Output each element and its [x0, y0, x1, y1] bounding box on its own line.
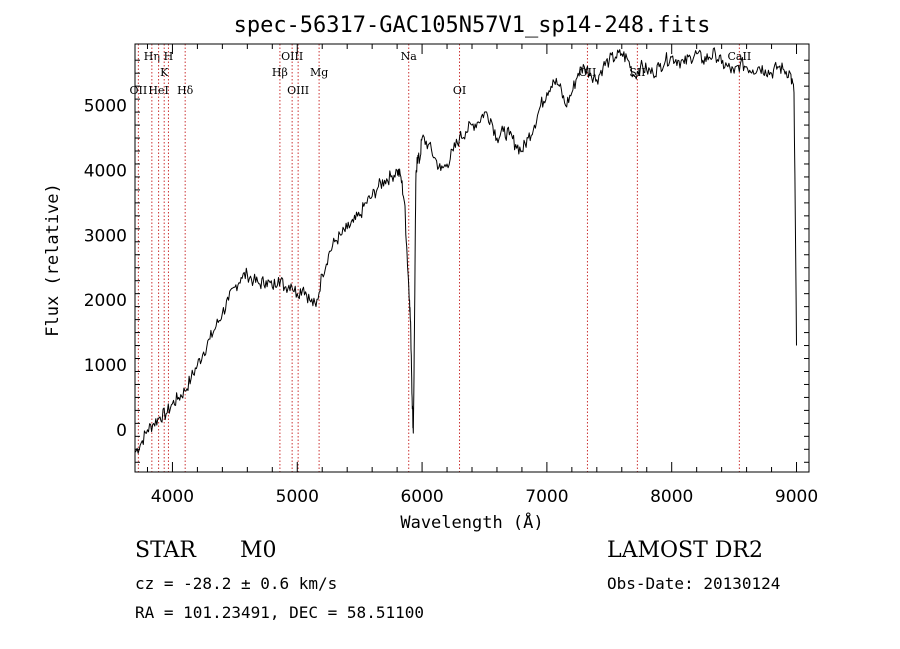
- object-subclass: M0: [240, 538, 277, 563]
- line-label-11: OI: [453, 84, 466, 97]
- line-label-4: H: [164, 50, 174, 63]
- plot-frame: [134, 43, 810, 473]
- line-label-0: OII: [130, 84, 148, 97]
- y-tick-label-0: 0: [116, 421, 127, 441]
- y-tick-label-4000: 4000: [84, 161, 127, 181]
- x-axis-label: Wavelength (Å): [400, 511, 543, 533]
- spectrum-plot: [134, 47, 797, 454]
- line-label-14: CaII: [728, 50, 752, 63]
- axis-ticks: 4000 5000 6000 7000 8000 9000 0 1000 2000 3000 400…: [84, 44, 818, 507]
- x-tick-label-4000: 4000: [151, 487, 194, 507]
- x-tick-label-5000: 5000: [276, 487, 319, 507]
- line-label-6: Hβ: [272, 66, 288, 79]
- y-tick-label-2000: 2000: [84, 291, 127, 311]
- line-label-1: Hη: [144, 50, 160, 63]
- chart-title: spec-56317-GAC105N57V1_sp14-248.fits: [234, 13, 711, 38]
- x-tick-label-7000: 7000: [525, 487, 568, 507]
- coordinates: RA = 101.23491, DEC = 58.51100: [135, 603, 424, 622]
- x-tick-label-6000: 6000: [400, 487, 443, 507]
- line-label-7: OIII: [281, 50, 303, 63]
- line-label-9: Mg: [310, 66, 328, 79]
- observation-date: Obs-Date: 20130124: [607, 574, 781, 593]
- line-label-2: HeI: [148, 84, 168, 97]
- survey-name: LAMOST DR2: [607, 538, 763, 563]
- y-tick-label-1000: 1000: [84, 356, 127, 376]
- x-tick-label-9000: 9000: [775, 487, 818, 507]
- line-label-10: Na: [401, 50, 418, 63]
- line-label-8: OIII: [287, 84, 309, 97]
- x-tick-label-8000: 8000: [650, 487, 693, 507]
- redshift-velocity: cz = -28.2 ± 0.6 km/s: [135, 574, 338, 593]
- line-label-5: Hδ: [177, 84, 194, 97]
- y-tick-label-3000: 3000: [84, 226, 127, 246]
- spectrum-line: [134, 47, 797, 454]
- y-tick-label-5000: 5000: [84, 97, 127, 117]
- object-class: STAR: [135, 538, 196, 563]
- y-axis-label: Flux (relative): [43, 183, 63, 337]
- line-label-3: K: [160, 66, 169, 79]
